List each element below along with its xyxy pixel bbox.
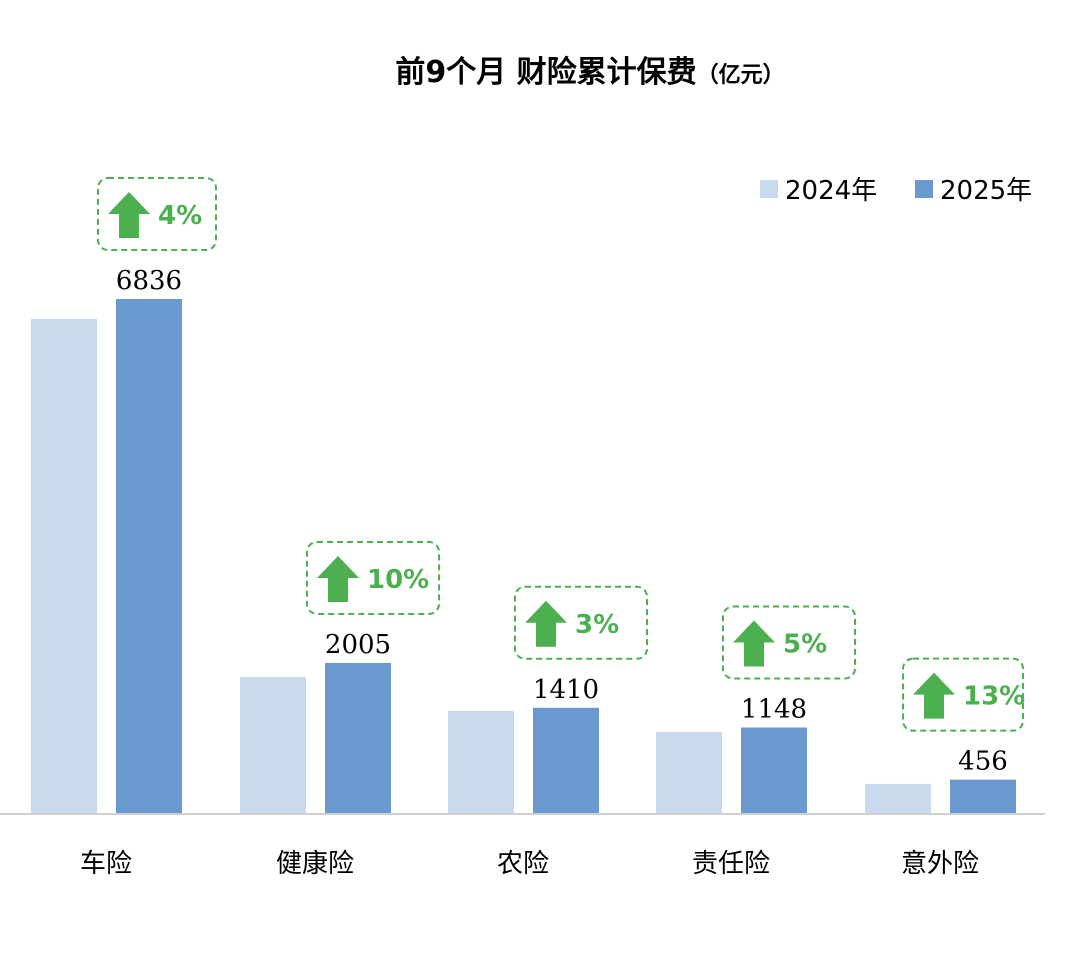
bar-2025 bbox=[533, 707, 599, 814]
growth-box bbox=[306, 540, 440, 615]
legend-label-2024: 2024年 bbox=[785, 176, 877, 206]
category-label: 健康险 bbox=[276, 849, 354, 879]
bar-2024 bbox=[240, 676, 306, 814]
bar-2025 bbox=[741, 727, 807, 814]
category-label: 农险 bbox=[497, 849, 549, 879]
data-label: 1148 bbox=[741, 695, 807, 725]
growth-box bbox=[514, 585, 648, 660]
growth-label: 5% bbox=[783, 630, 827, 660]
growth-box bbox=[902, 657, 1024, 732]
category-label: 意外险 bbox=[901, 849, 979, 879]
bar-2024 bbox=[448, 710, 514, 814]
growth-box bbox=[97, 177, 217, 251]
up-arrow-icon bbox=[525, 600, 567, 647]
data-label: 2005 bbox=[325, 630, 391, 660]
data-label: 456 bbox=[958, 747, 1008, 777]
data-label: 1410 bbox=[533, 675, 599, 705]
bar-2024 bbox=[31, 319, 97, 814]
legend-swatch-2024 bbox=[760, 180, 778, 198]
up-arrow-icon bbox=[913, 672, 955, 719]
growth-label: 4% bbox=[158, 201, 202, 231]
up-arrow-icon bbox=[108, 192, 150, 238]
bar-2025 bbox=[950, 779, 1016, 814]
legend-swatch-2025 bbox=[915, 180, 933, 198]
bar-2024 bbox=[656, 731, 722, 814]
chart-title: 前9个月 财险累计保费（亿元） bbox=[395, 55, 784, 90]
growth-label: 13% bbox=[963, 682, 1025, 712]
bar-2025 bbox=[116, 299, 182, 814]
category-label: 车险 bbox=[80, 849, 132, 879]
growth-label: 3% bbox=[575, 610, 619, 640]
growth-label: 10% bbox=[367, 565, 429, 595]
data-label: 6836 bbox=[116, 266, 182, 296]
category-label: 责任险 bbox=[692, 849, 770, 879]
up-arrow-icon bbox=[733, 620, 775, 667]
growth-box bbox=[722, 605, 856, 680]
bar-2024 bbox=[865, 783, 931, 814]
up-arrow-icon bbox=[317, 555, 359, 602]
legend: 2024年 2025年 bbox=[760, 176, 1032, 206]
legend-label-2025: 2025年 bbox=[940, 176, 1032, 206]
bar-2025 bbox=[325, 662, 391, 814]
